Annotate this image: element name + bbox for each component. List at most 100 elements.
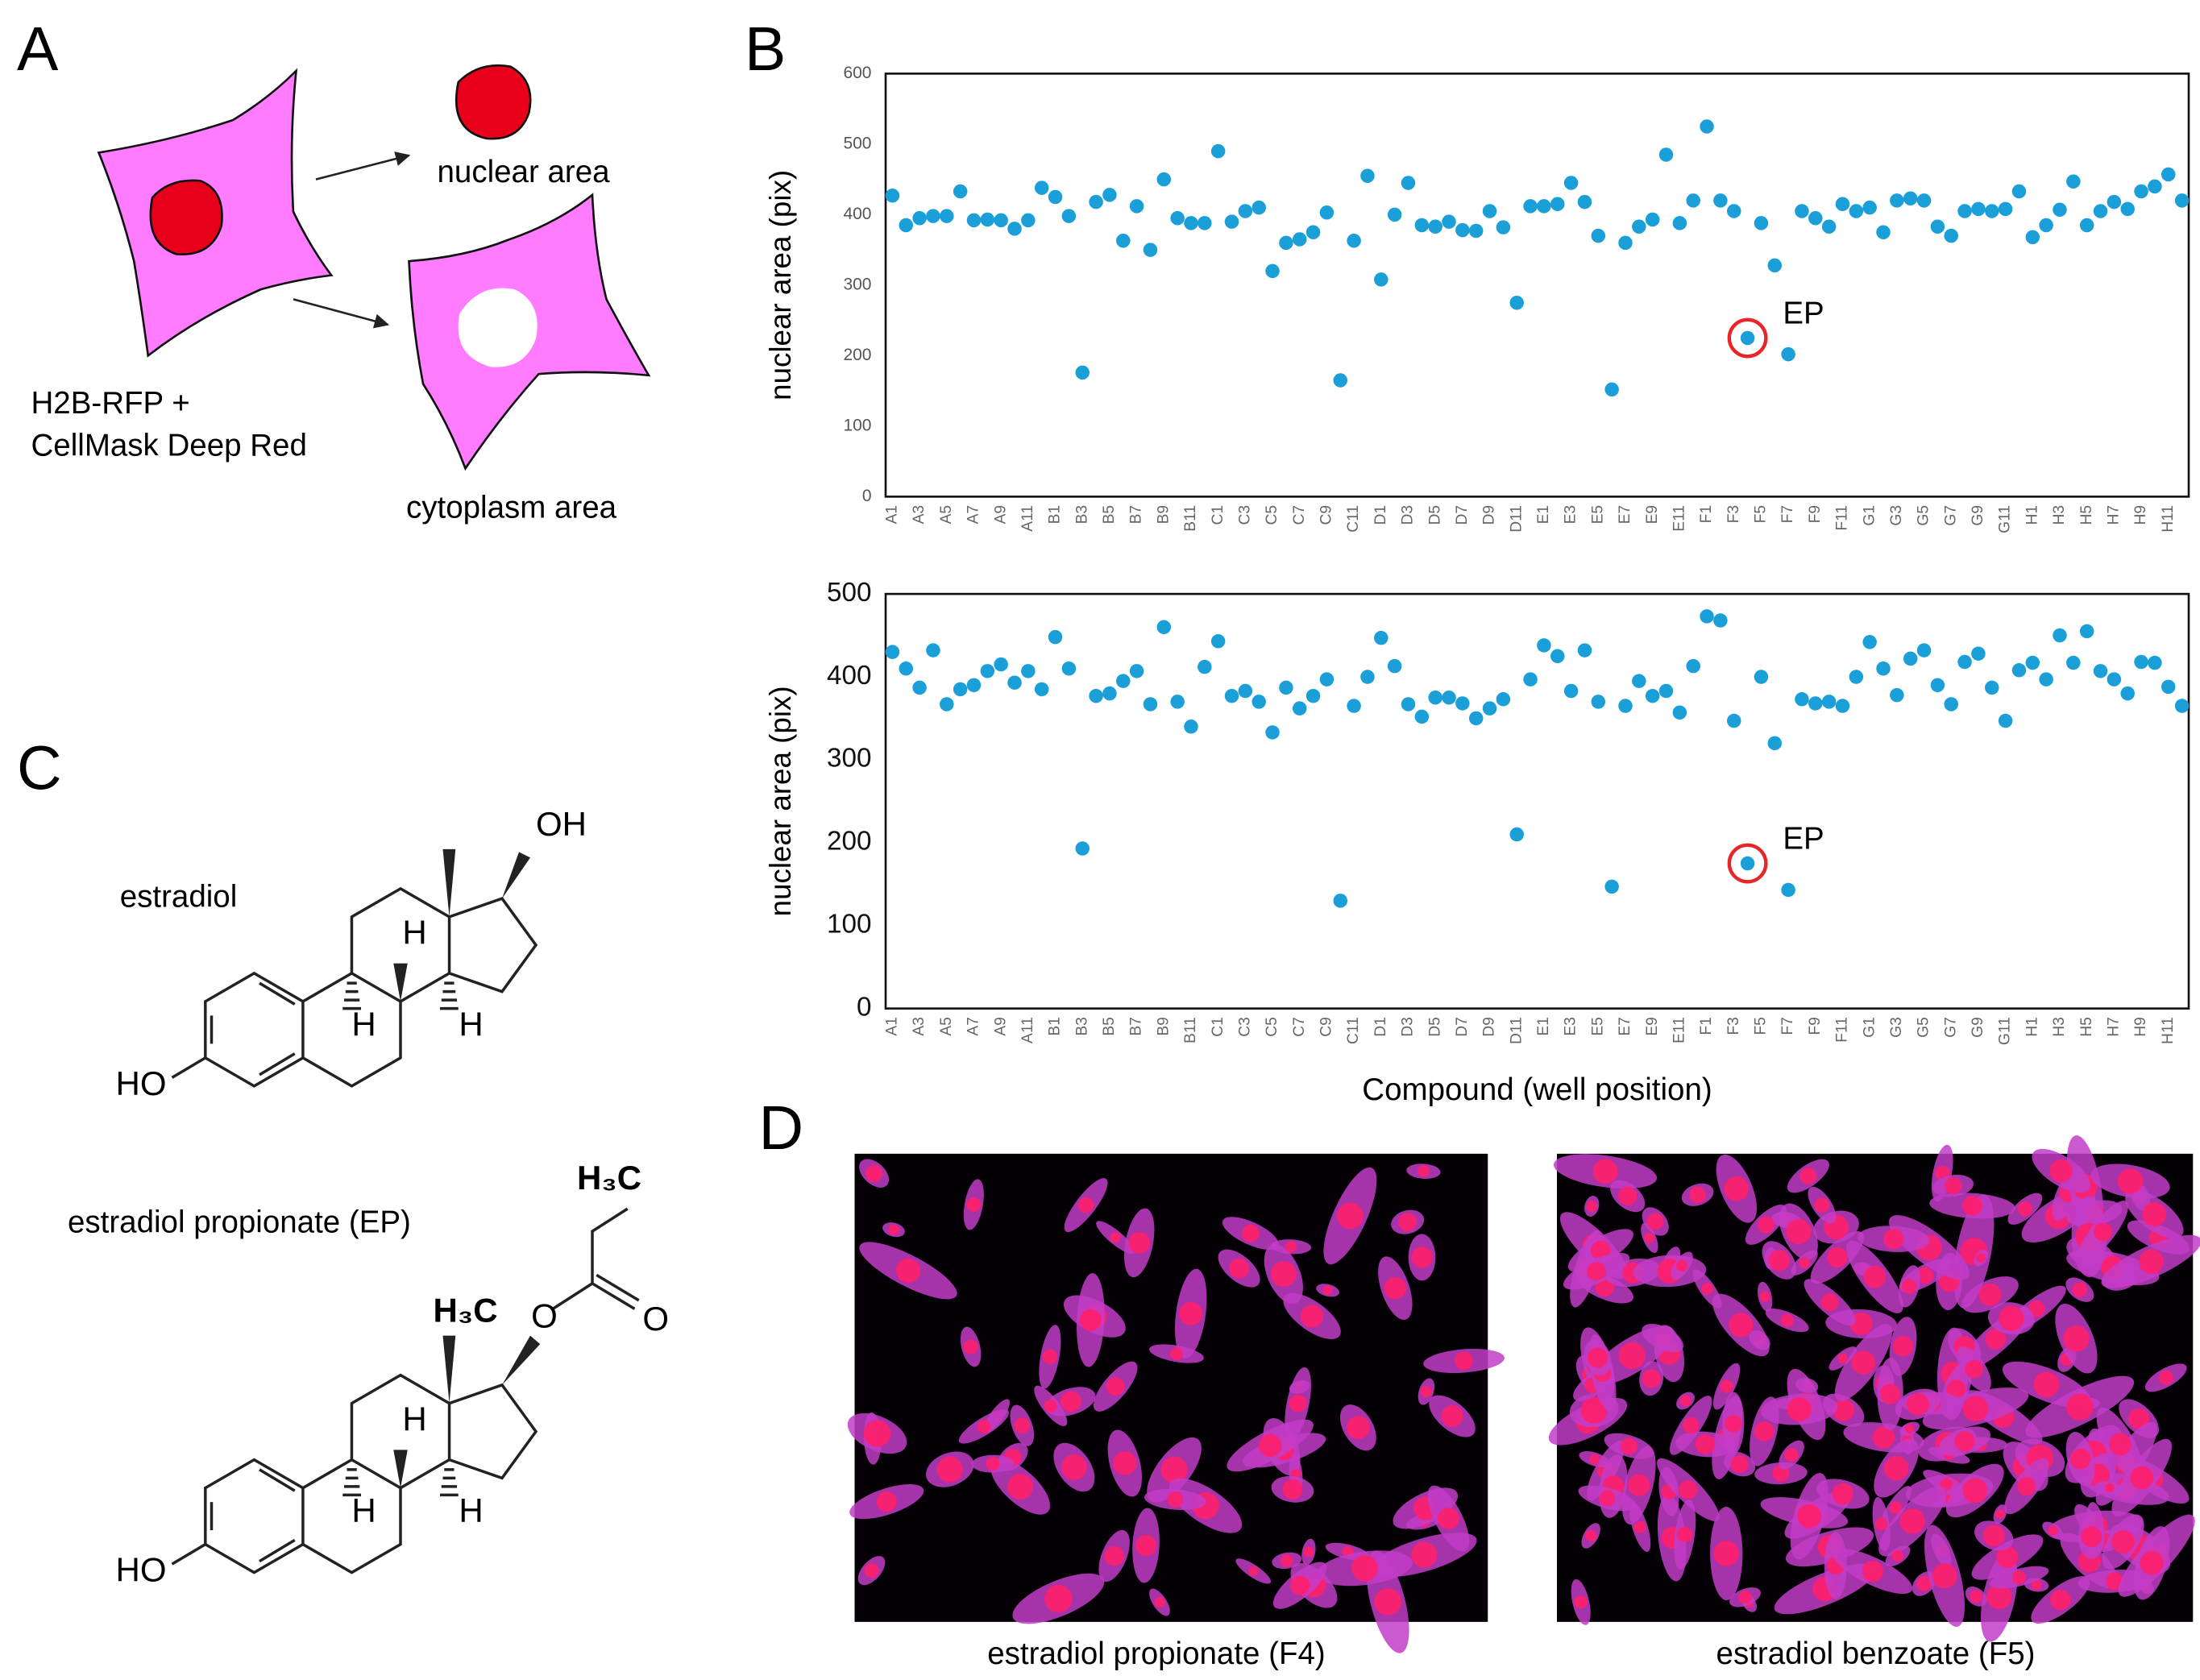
x-tick-label: A11 bbox=[1019, 505, 1036, 532]
cell-nucleus bbox=[1837, 1353, 1849, 1364]
atom: HO bbox=[116, 1064, 167, 1102]
cell-nucleus bbox=[1167, 1491, 1184, 1508]
data-point bbox=[2148, 179, 2162, 194]
data-point bbox=[980, 212, 995, 227]
cell-nucleus bbox=[1901, 1278, 1917, 1294]
data-point bbox=[1632, 219, 1646, 234]
data-point bbox=[1876, 661, 1891, 676]
data-point bbox=[1414, 709, 1430, 724]
cell-nucleus bbox=[1932, 1563, 1957, 1589]
x-tick-label: C1 bbox=[1210, 505, 1227, 525]
data-point bbox=[1658, 147, 1674, 162]
cell-nucleus bbox=[1007, 1474, 1034, 1500]
data-point bbox=[1170, 211, 1185, 226]
data-point bbox=[1401, 697, 1416, 711]
data-point bbox=[1374, 272, 1388, 287]
y-tick-label: 600 bbox=[843, 64, 871, 82]
cell-nucleus bbox=[1289, 1394, 1307, 1412]
x-tick-label: C11 bbox=[1345, 505, 1362, 533]
x-tick-label: C1 bbox=[1210, 1017, 1227, 1037]
cell-nucleus bbox=[1999, 1305, 2024, 1331]
cell-nucleus bbox=[1241, 1224, 1260, 1242]
x-tick-label: D11 bbox=[1508, 505, 1525, 533]
cell-nucleus bbox=[1954, 1431, 1975, 1452]
cell-nucleus bbox=[2104, 1483, 2115, 1493]
data-point bbox=[1116, 234, 1131, 248]
cell-nucleus bbox=[1337, 1202, 1364, 1230]
data-point bbox=[980, 664, 995, 678]
data-point bbox=[1523, 199, 1538, 214]
x-tick-label: C5 bbox=[1264, 1017, 1281, 1037]
x-tick-label: H1 bbox=[2024, 505, 2040, 525]
data-point bbox=[994, 213, 1008, 228]
cell-nucleus bbox=[1996, 1546, 2019, 1569]
x-tick-label: E5 bbox=[1589, 1017, 1606, 1036]
data-point bbox=[966, 678, 982, 693]
cell-nucleus bbox=[2031, 1579, 2042, 1591]
y-tick-label: 0 bbox=[857, 992, 872, 1022]
x-tick-label: A1 bbox=[884, 505, 901, 525]
y-tick-label: 300 bbox=[843, 275, 871, 293]
label: H2B-RFP + bbox=[31, 386, 190, 421]
cell-nucleus bbox=[1978, 1283, 2002, 1306]
x-tick-label: C5 bbox=[1264, 505, 1281, 525]
cell-nucleus bbox=[1851, 1350, 1876, 1375]
data-point bbox=[1156, 172, 1172, 187]
cell-nucleus bbox=[2017, 1201, 2033, 1217]
cell-nucleus bbox=[1724, 1176, 1750, 1201]
x-tick-label: D5 bbox=[1426, 1017, 1443, 1037]
data-point bbox=[1007, 222, 1022, 236]
data-point bbox=[1577, 194, 1592, 209]
cell-nucleus bbox=[1384, 1277, 1407, 1300]
data-point bbox=[1401, 176, 1416, 190]
data-point bbox=[1618, 699, 1633, 713]
data-point bbox=[885, 645, 900, 659]
cell-nucleus bbox=[977, 1419, 991, 1433]
cell-nucleus bbox=[1946, 1379, 1966, 1400]
x-tick-label: E11 bbox=[1671, 505, 1687, 532]
data-point bbox=[1632, 674, 1646, 688]
x-tick-label: H11 bbox=[2160, 505, 2177, 533]
y-tick-label: 200 bbox=[827, 827, 871, 857]
cell-nucleus bbox=[2063, 1325, 2090, 1352]
data-point bbox=[1740, 330, 1755, 346]
data-point bbox=[1333, 373, 1348, 388]
data-point bbox=[1849, 204, 1864, 218]
data-point bbox=[1781, 346, 1795, 362]
data-point bbox=[1482, 701, 1497, 716]
data-point bbox=[1821, 695, 1837, 709]
x-tick-label: C9 bbox=[1318, 505, 1335, 525]
data-point bbox=[1767, 736, 1783, 751]
x-tick-label: G5 bbox=[1916, 1017, 1932, 1038]
data-point bbox=[1210, 634, 1226, 649]
data-point bbox=[1252, 200, 1266, 215]
data-point bbox=[1048, 189, 1063, 205]
data-point bbox=[1374, 630, 1388, 645]
cell-nucleus bbox=[1820, 1293, 1839, 1312]
cell-nucleus bbox=[1916, 1267, 1934, 1284]
cell-nucleus bbox=[888, 1224, 899, 1235]
x-tick-label: F7 bbox=[1779, 1017, 1796, 1035]
data-point bbox=[1102, 686, 1117, 701]
data-point bbox=[1645, 688, 1660, 703]
data-point bbox=[1821, 219, 1837, 234]
x-tick-label: B1 bbox=[1047, 1017, 1064, 1036]
cell-nucleus bbox=[1976, 1253, 1986, 1263]
data-point bbox=[2079, 624, 2094, 639]
cell-nucleus bbox=[1833, 1399, 1855, 1421]
atom: H bbox=[459, 1491, 483, 1529]
cell-nucleus bbox=[1618, 1342, 1646, 1369]
panel-label: C bbox=[17, 734, 62, 803]
cell-nucleus bbox=[1995, 1509, 2005, 1519]
data-point bbox=[2093, 204, 2108, 218]
x-tick-label: A1 bbox=[884, 1017, 901, 1036]
cell-nucleus bbox=[2117, 1168, 2144, 1194]
x-tick-label: F3 bbox=[1725, 1017, 1742, 1035]
data-point bbox=[1550, 197, 1565, 211]
data-point bbox=[1563, 176, 1579, 190]
data-point bbox=[1944, 228, 1958, 243]
data-point bbox=[1537, 199, 1551, 214]
data-point bbox=[1305, 688, 1321, 703]
x-tick-label: G9 bbox=[1970, 1017, 1986, 1038]
data-point bbox=[1509, 296, 1524, 310]
